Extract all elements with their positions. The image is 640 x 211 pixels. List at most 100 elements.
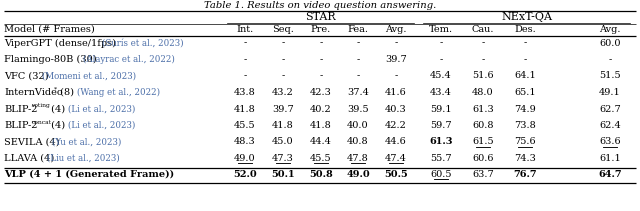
Text: -: - — [440, 38, 443, 47]
Text: 62.4: 62.4 — [599, 121, 621, 130]
Text: 64.1: 64.1 — [514, 72, 536, 81]
Text: 74.9: 74.9 — [514, 104, 536, 114]
Text: 44.4: 44.4 — [310, 138, 332, 146]
Text: 47.4: 47.4 — [385, 154, 407, 163]
Text: (4): (4) — [48, 121, 65, 130]
Text: 63.6: 63.6 — [599, 138, 621, 146]
Text: InternVideo: InternVideo — [4, 88, 63, 97]
Text: 49.0: 49.0 — [234, 154, 256, 163]
Text: Tem.: Tem. — [429, 25, 453, 34]
Text: Flamingo-80B (30): Flamingo-80B (30) — [4, 55, 97, 64]
Text: -: - — [481, 55, 484, 64]
Text: 51.5: 51.5 — [599, 72, 621, 81]
Text: -: - — [243, 55, 246, 64]
Text: 62.7: 62.7 — [599, 104, 621, 114]
Text: Pre.: Pre. — [311, 25, 331, 34]
Text: -: - — [319, 38, 323, 47]
Text: (Liu et al., 2023): (Liu et al., 2023) — [47, 154, 120, 163]
Text: 48.0: 48.0 — [472, 88, 494, 97]
Text: (4): (4) — [48, 104, 65, 114]
Text: 45.5: 45.5 — [234, 121, 256, 130]
Text: -: - — [481, 38, 484, 47]
Text: 60.0: 60.0 — [599, 38, 621, 47]
Text: 55.7: 55.7 — [430, 154, 452, 163]
Text: 37.4: 37.4 — [347, 88, 369, 97]
Text: voting: voting — [31, 103, 50, 108]
Text: 40.0: 40.0 — [347, 121, 369, 130]
Text: 43.2: 43.2 — [272, 88, 294, 97]
Text: -: - — [609, 55, 612, 64]
Text: 64.7: 64.7 — [598, 170, 622, 179]
Text: 60.8: 60.8 — [472, 121, 493, 130]
Text: Seq.: Seq. — [272, 25, 294, 34]
Text: (Yu et al., 2023): (Yu et al., 2023) — [51, 138, 121, 146]
Text: -: - — [524, 55, 527, 64]
Text: 59.1: 59.1 — [430, 104, 452, 114]
Text: 50.1: 50.1 — [271, 170, 295, 179]
Text: -: - — [243, 38, 246, 47]
Text: 41.8: 41.8 — [272, 121, 294, 130]
Text: 52.0: 52.0 — [233, 170, 257, 179]
Text: Cau.: Cau. — [472, 25, 494, 34]
Text: ViperGPT (dense/1fps): ViperGPT (dense/1fps) — [4, 38, 116, 47]
Text: (Wang et al., 2022): (Wang et al., 2022) — [77, 88, 160, 97]
Text: 47.8: 47.8 — [347, 154, 369, 163]
Text: 42.3: 42.3 — [310, 88, 332, 97]
Text: 40.8: 40.8 — [347, 138, 369, 146]
Text: 74.3: 74.3 — [514, 154, 536, 163]
Text: VFC (32): VFC (32) — [4, 72, 49, 81]
Text: 61.1: 61.1 — [599, 154, 621, 163]
Text: -: - — [356, 72, 360, 81]
Text: 40.2: 40.2 — [310, 104, 332, 114]
Text: 44.6: 44.6 — [385, 138, 407, 146]
Text: *: * — [54, 87, 57, 92]
Text: BLIP-2: BLIP-2 — [4, 121, 38, 130]
Text: Des.: Des. — [514, 25, 536, 34]
Text: -: - — [356, 55, 360, 64]
Text: Avg.: Avg. — [599, 25, 621, 34]
Text: Table 1. Results on video question answering.: Table 1. Results on video question answe… — [204, 1, 436, 10]
Text: 45.4: 45.4 — [430, 72, 452, 81]
Text: Fea.: Fea. — [348, 25, 369, 34]
Text: 39.7: 39.7 — [385, 55, 407, 64]
Text: LLAVA (4): LLAVA (4) — [4, 154, 54, 163]
Text: (Momeni et al., 2023): (Momeni et al., 2023) — [42, 72, 136, 81]
Text: 63.7: 63.7 — [472, 170, 494, 179]
Text: SEVILA (4): SEVILA (4) — [4, 138, 60, 146]
Text: Model (# Frames): Model (# Frames) — [4, 25, 95, 34]
Text: 61.5: 61.5 — [472, 138, 494, 146]
Text: (Li et al., 2023): (Li et al., 2023) — [68, 121, 136, 130]
Text: concat: concat — [31, 120, 51, 125]
Text: Avg.: Avg. — [385, 25, 407, 34]
Text: 43.4: 43.4 — [430, 88, 452, 97]
Text: 75.6: 75.6 — [514, 138, 536, 146]
Text: 48.3: 48.3 — [234, 138, 256, 146]
Text: 51.6: 51.6 — [472, 72, 494, 81]
Text: STAR: STAR — [305, 12, 336, 22]
Text: 50.8: 50.8 — [309, 170, 333, 179]
Text: NExT-QA: NExT-QA — [501, 12, 552, 22]
Text: -: - — [394, 72, 397, 81]
Text: -: - — [282, 72, 285, 81]
Text: 43.8: 43.8 — [234, 88, 256, 97]
Text: 41.8: 41.8 — [234, 104, 256, 114]
Text: VLP (4 + 1 (Generated Frame)): VLP (4 + 1 (Generated Frame)) — [4, 170, 174, 179]
Text: 39.5: 39.5 — [347, 104, 369, 114]
Text: 61.3: 61.3 — [429, 138, 452, 146]
Text: 60.6: 60.6 — [472, 154, 493, 163]
Text: -: - — [524, 38, 527, 47]
Text: -: - — [319, 72, 323, 81]
Text: 41.6: 41.6 — [385, 88, 407, 97]
Text: 49.1: 49.1 — [599, 88, 621, 97]
Text: 41.8: 41.8 — [310, 121, 332, 130]
Text: (Li et al., 2023): (Li et al., 2023) — [68, 104, 136, 114]
Text: 61.3: 61.3 — [472, 104, 494, 114]
Text: -: - — [394, 38, 397, 47]
Text: -: - — [282, 38, 285, 47]
Text: 47.3: 47.3 — [272, 154, 294, 163]
Text: 40.3: 40.3 — [385, 104, 407, 114]
Text: Int.: Int. — [236, 25, 253, 34]
Text: BLIP-2: BLIP-2 — [4, 104, 38, 114]
Text: 45.0: 45.0 — [272, 138, 294, 146]
Text: 45.5: 45.5 — [310, 154, 332, 163]
